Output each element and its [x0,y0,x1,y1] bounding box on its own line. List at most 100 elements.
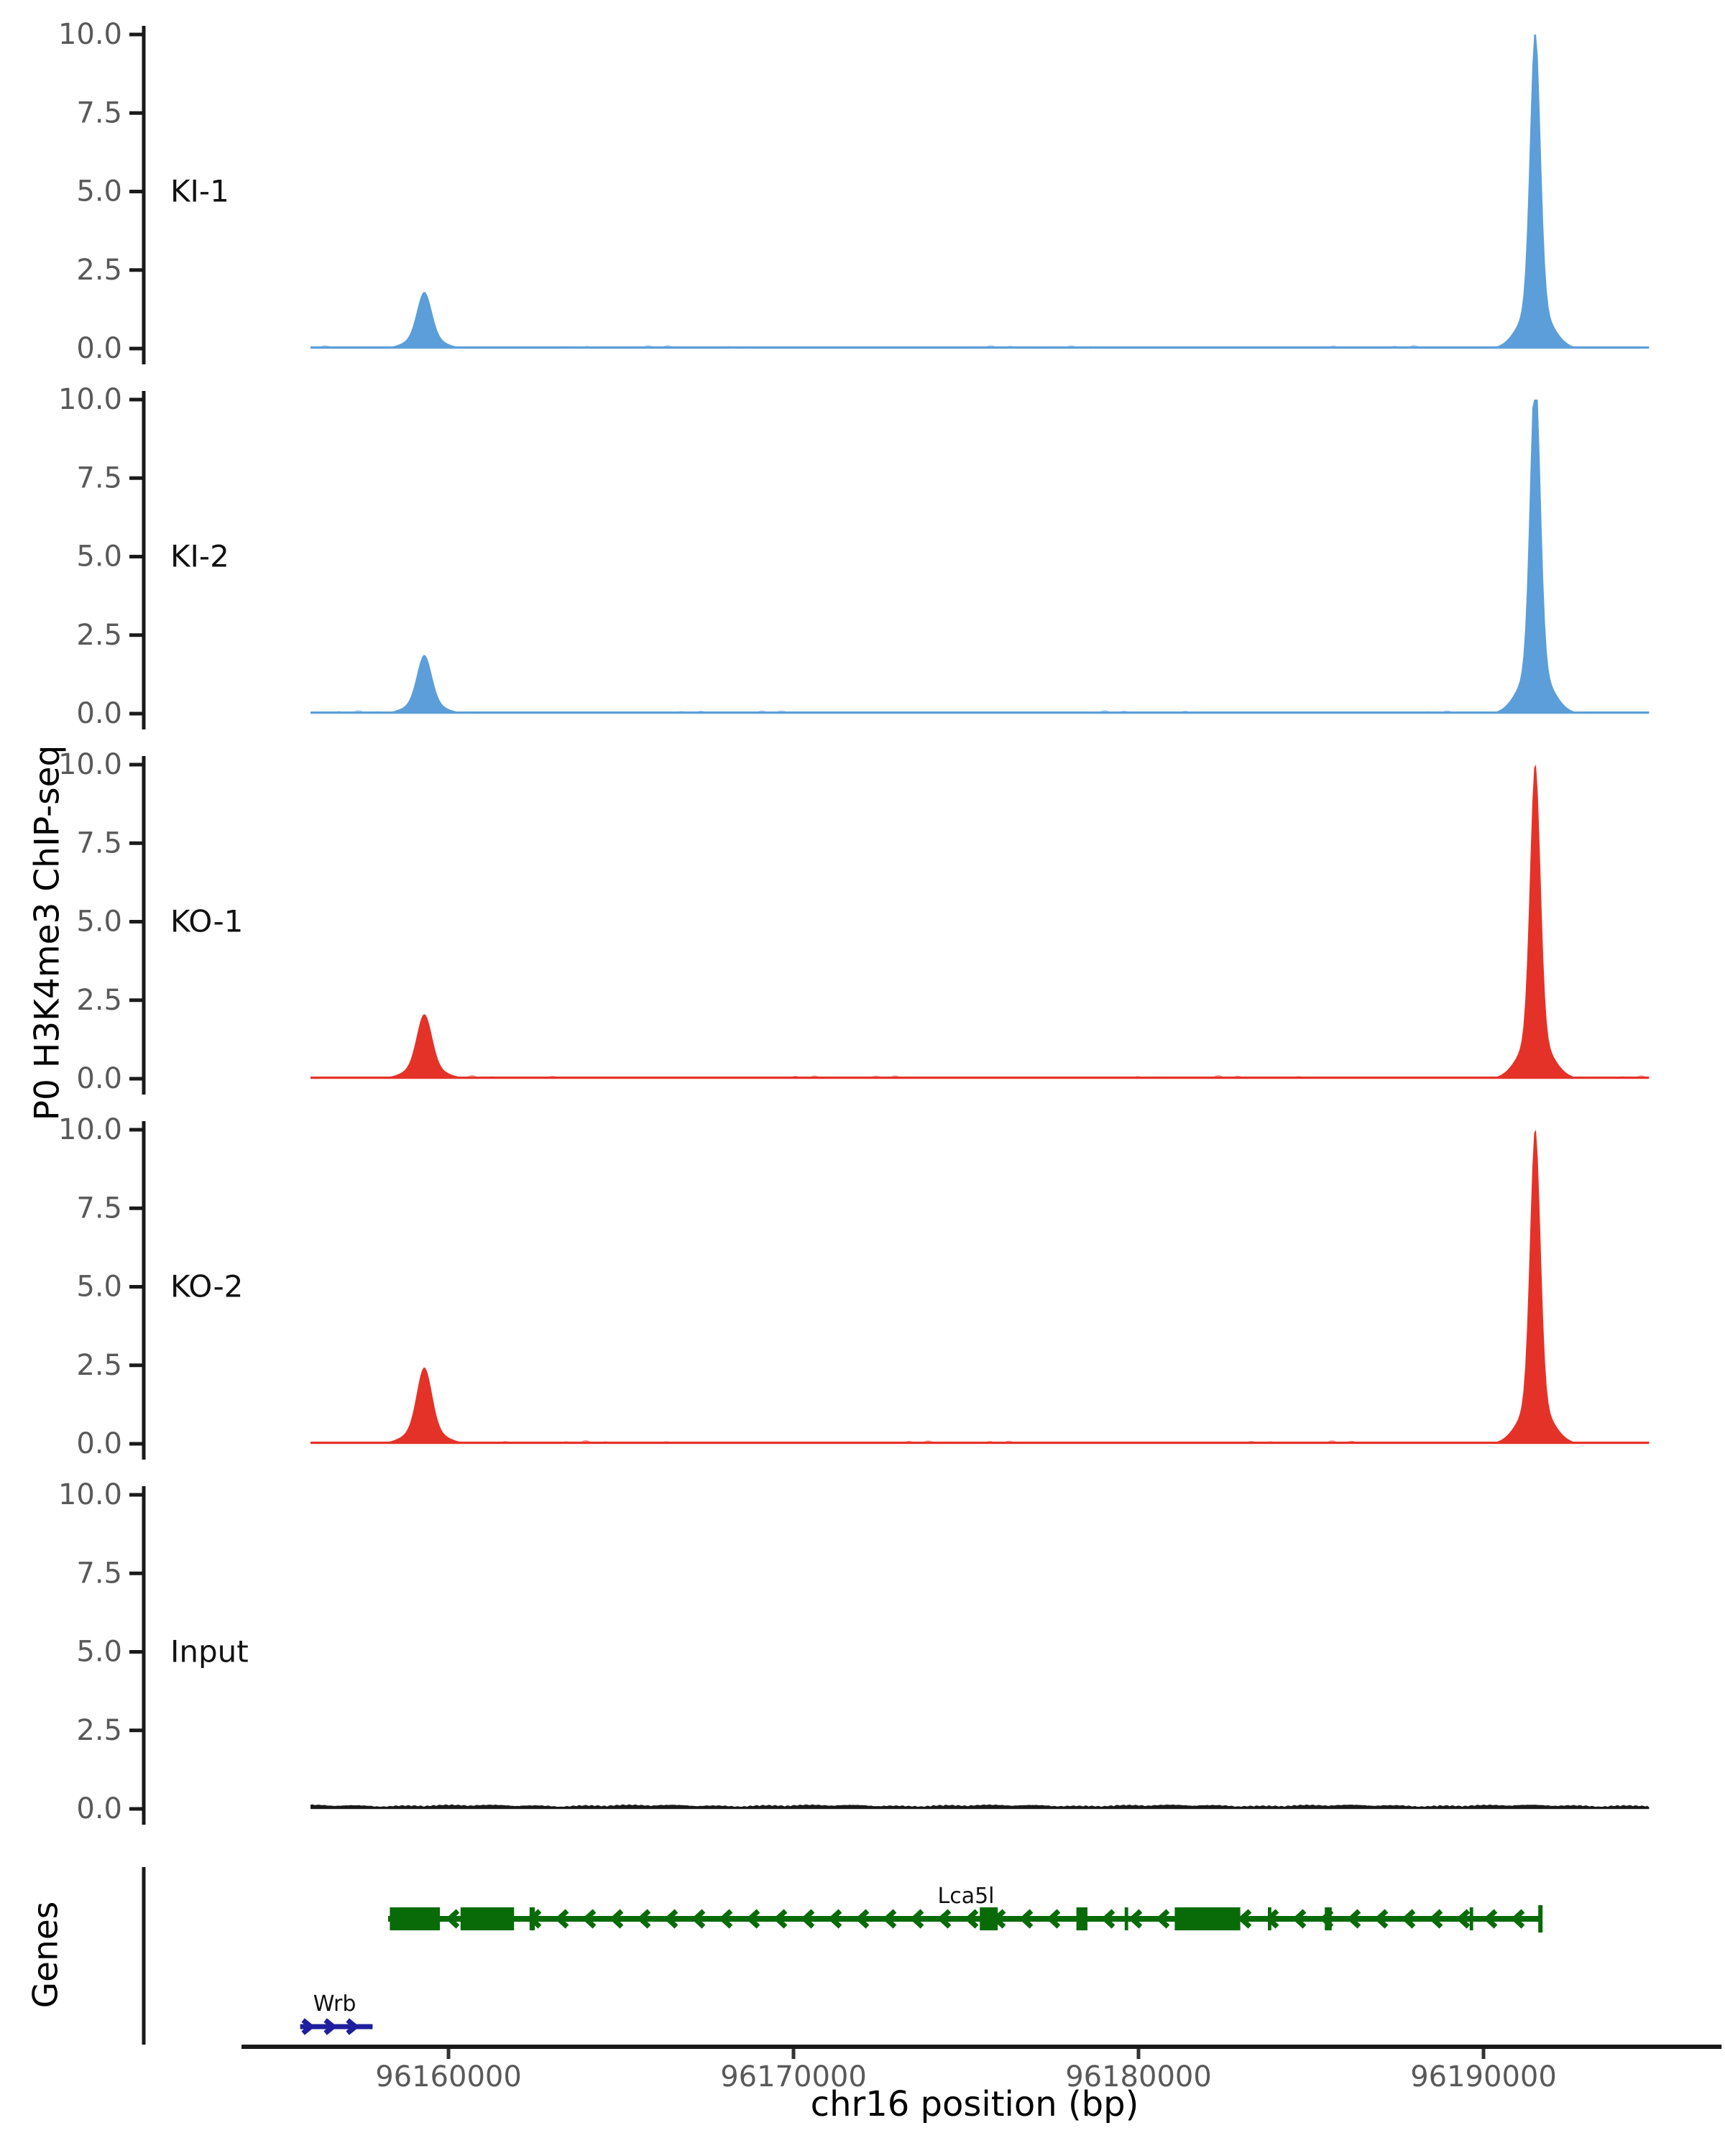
signal-baseline [310,711,1650,714]
y-tick-label: 10.0 [58,383,122,416]
y-tick-label: 2.5 [76,619,122,652]
y-tick-mark [129,920,144,923]
y-tick-label: 10.0 [58,1478,122,1511]
exon-block [460,1907,515,1930]
track-label: KO-2 [170,1269,243,1304]
genes-axis-line [142,1867,146,2045]
y-tick-label: 5.0 [76,540,122,573]
exon-block [390,1907,440,1930]
y-tick-label: 10.0 [58,1113,122,1146]
y-tick-mark [129,111,144,115]
y-tick-mark [129,633,144,637]
y-tick-mark [129,998,144,1003]
y-tick-label: 10.0 [58,18,122,51]
y-tick-label: 10.0 [58,748,122,781]
x-axis: 96160000 96170000 96180000 96190000 [242,2045,1722,2093]
y-tick-label: 5.0 [76,906,122,939]
signal-track-KO-1: 10.0 7.5 5.0 2.5 0.0 KO-1 [58,748,1650,1095]
y-tick-mark [129,32,144,37]
y-tick-mark [129,1128,144,1132]
y-tick-mark [129,346,144,351]
x-tick-label: 96180000 [1065,2060,1212,2093]
y-axis-line [142,1121,146,1460]
gene-label-Lca5l: Lca5l [937,1884,994,1909]
track-label: KI-1 [170,174,229,209]
y-tick-mark [129,397,144,402]
y-tick-label: 5.0 [76,1271,122,1304]
y-tick-label: 7.5 [76,461,122,494]
track-label: KO-1 [170,904,243,939]
y-tick-mark [129,1650,144,1654]
y-tick-label: 7.5 [76,1192,122,1225]
y-tick-mark [129,1571,144,1575]
y-tick-mark [129,268,144,272]
exon-block [1174,1907,1241,1930]
signal-peak-area [310,400,1650,714]
y-tick-label: 2.5 [76,254,122,287]
signal-baseline [310,346,1650,349]
y-tick-label: 7.5 [76,96,122,129]
y-axis-line [142,1486,146,1825]
y-tick-mark [129,1728,144,1733]
y-tick-mark [129,476,144,480]
strand-direction-chevrons [301,2018,360,2035]
signal-baseline [310,1442,1650,1445]
y-tick-mark [129,763,144,767]
x-tick-label: 96190000 [1410,2060,1557,2093]
exon-block [529,1907,535,1930]
exon-block [1124,1907,1128,1930]
y-tick-label: 0.0 [76,1062,122,1095]
x-tick-label: 96160000 [375,2060,522,2093]
gene-model-Wrb: Wrb [300,1991,373,2035]
signal-track-Input: 10.0 7.5 5.0 2.5 0.0 Input [58,1478,1650,1825]
y-axis-line [142,756,146,1095]
exon-block [1469,1907,1473,1930]
y-tick-mark [129,1285,144,1289]
y-axis-line [142,26,146,364]
y-tick-mark [129,1206,144,1210]
x-tick-mark [446,2049,451,2059]
y-tick-label: 7.5 [76,826,122,860]
y-tick-label: 5.0 [76,175,122,208]
genes-panel: Lca5l Wrb [142,1867,1543,2045]
exon-block [980,1907,998,1930]
y-tick-mark [129,555,144,558]
signal-track-KI-2: 10.0 7.5 5.0 2.5 0.0 KI-2 [58,383,1650,730]
gene-model-Lca5l: Lca5l [388,1884,1543,1932]
x-axis-line [242,2045,1722,2049]
x-axis-title: chr16 position (bp) [810,2084,1139,2124]
exon-block [1325,1907,1332,1930]
y-tick-label: 2.5 [76,984,122,1017]
x-tick-label: 96170000 [720,2060,867,2093]
x-tick-mark [1136,2049,1141,2059]
gene-label-Wrb: Wrb [313,1991,356,2017]
x-tick-mark [1481,2049,1486,2059]
exon-block [1076,1907,1087,1930]
y-axis-line [142,391,146,729]
signal-baseline [310,1077,1650,1079]
exon-block [1268,1907,1271,1930]
y-tick-mark [129,1077,144,1081]
track-label: KI-2 [170,539,229,574]
y-tick-mark [129,841,144,845]
y-tick-mark [129,1493,144,1497]
signal-track-KI-1: 10.0 7.5 5.0 2.5 0.0 KI-1 [58,18,1650,365]
y-axis-title: P0 H3K4me3 ChIP-seq [27,745,68,1121]
y-tick-label: 2.5 [76,1349,122,1382]
signal-peak-area [310,1130,1650,1444]
signal-peak-area [310,765,1650,1079]
signal-peak-area [310,34,1650,349]
gene-body-line [388,1916,1541,1922]
y-tick-mark [129,190,144,193]
track-label: Input [170,1634,249,1669]
y-tick-label: 2.5 [76,1714,122,1747]
y-tick-label: 5.0 [76,1636,122,1669]
y-tick-mark [129,1363,144,1368]
y-tick-mark [129,1807,144,1811]
gene-end-bar [1538,1905,1543,1932]
x-tick-mark [791,2049,796,2059]
y-tick-mark [129,1442,144,1446]
y-tick-label: 7.5 [76,1557,122,1590]
